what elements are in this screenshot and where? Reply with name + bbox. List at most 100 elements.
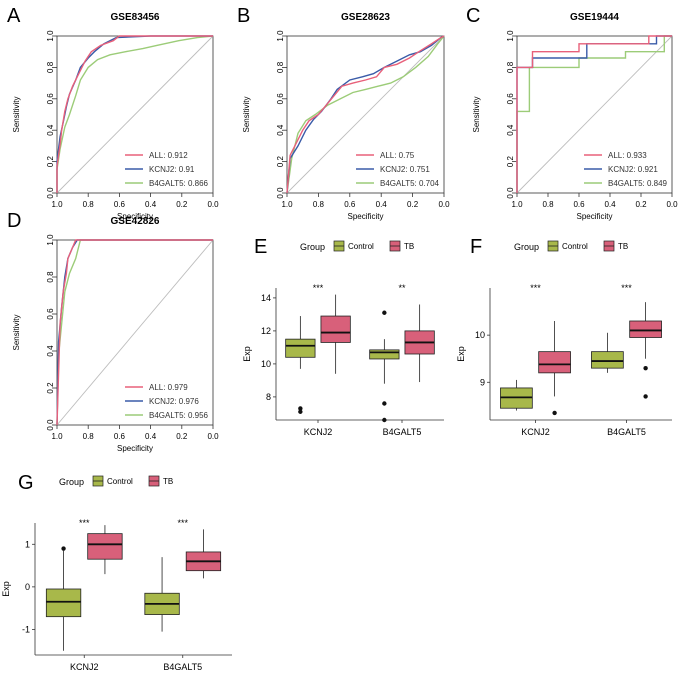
x-tick-label: 0.6 [344,200,356,209]
outlier-kcnj2-control [61,546,66,551]
x-tick-label: KCNJ2 [304,427,333,437]
y-tick-label: 12 [261,326,271,336]
x-tick-label: 1.0 [51,200,63,209]
y-tick-label: 10 [261,359,271,369]
legend-label-control: Control [107,477,133,486]
y-tick-label: 0.4 [276,124,285,136]
y-tick-label: 1.0 [506,30,515,42]
outlier-b4galt5-control [382,401,387,406]
y-axis-label: Exp [242,346,252,362]
panel-letter: G [18,472,34,494]
legend-label-all: ALL: 0.912 [149,151,188,160]
box-kcnj2-control [45,588,82,618]
outlier-kcnj2-control [298,409,303,414]
y-tick-label: 0.0 [46,187,55,199]
y-axis-label: Sensitivity [12,314,21,350]
outlier-b4galt5-control [382,310,387,315]
outlier-kcnj2-control [298,406,303,411]
y-tick-label: 1.0 [46,234,55,246]
outlier-b4galt5-control [382,417,387,423]
chart-title: GSE19444 [570,12,619,23]
reference-diagonal [56,239,214,426]
legend-label-kcnj2: KCNJ2: 0.751 [380,165,430,174]
x-tick-label: 0.2 [176,200,188,209]
legend-label-control: Control [348,242,374,251]
x-tick-label: 1.0 [51,432,63,441]
legend-label-tb: TB [618,242,628,251]
x-tick-label: 0.2 [407,200,419,209]
y-tick-label: 0.6 [46,308,55,320]
x-tick-label: B4GALT5 [607,427,646,437]
legend-label-b4galt5: B4GALT5: 0.866 [149,179,209,188]
y-axis-label: Exp [1,581,11,597]
y-tick-label: 1 [25,539,30,549]
y-tick-label: 0.6 [46,93,55,105]
y-tick-label: 14 [261,293,271,303]
y-tick-label: 0.2 [46,382,55,394]
x-tick-label: KCNJ2 [70,662,99,672]
outlier-kcnj2-tb [552,410,557,416]
y-tick-label: 0.2 [276,155,285,167]
y-axis-label: Exp [456,346,466,362]
x-tick-label: 0.0 [666,200,678,209]
x-axis-label: Specificity [117,444,153,453]
roc-curve-kcnj2 [286,35,445,194]
y-tick-label: 0.6 [506,93,515,105]
box-b4galt5-tb [629,320,662,338]
x-axis-label: Specificity [347,212,383,221]
legend-label-all: ALL: 0.933 [608,151,647,160]
y-tick-label: 0.0 [506,187,515,199]
box-b4galt5-control [369,349,400,360]
y-tick-label: 0.8 [506,61,515,73]
box-kcnj2-tb [320,315,351,343]
x-tick-label: 1.0 [281,200,293,209]
y-tick-label: 0.0 [46,419,55,431]
x-tick-label: 0.8 [83,200,95,209]
y-tick-label: 0.6 [276,93,285,105]
chart-title: GSE28623 [341,12,390,23]
x-tick-label: 0.8 [83,432,95,441]
legend-label-kcnj2: KCNJ2: 0.976 [149,397,199,406]
panel-letter: D [7,210,21,232]
legend-label-kcnj2: KCNJ2: 0.91 [149,165,195,174]
x-tick-label: 0.4 [145,432,157,441]
x-tick-label: KCNJ2 [521,427,550,437]
legend-label-control: Control [562,242,588,251]
x-tick-label: 0.0 [438,200,450,209]
box-kcnj2-tb [538,351,571,374]
reference-diagonal [56,35,214,194]
x-tick-label: 0.4 [604,200,616,209]
y-tick-label: 1.0 [276,30,285,42]
panel-letter: E [254,236,267,258]
legend-label-tb: TB [404,242,414,251]
roc-curve-b4galt5 [56,35,214,193]
roc-curve-all [56,35,213,193]
x-tick-label: B4GALT5 [163,662,202,672]
y-tick-label: 9 [480,377,485,387]
y-tick-label: 10 [475,330,485,340]
x-axis-label: Specificity [117,212,153,221]
y-tick-label: 0.8 [276,61,285,73]
legend-label-b4galt5: B4GALT5: 0.956 [149,411,209,420]
x-tick-label: 0.4 [145,200,157,209]
significance-label: *** [313,283,324,293]
plot-frame [286,35,445,194]
legend-label-tb: TB [163,477,173,486]
x-tick-label: 1.0 [511,200,523,209]
y-axis-label: Sensitivity [12,96,21,132]
y-tick-label: 0 [25,582,30,592]
legend-title: Group [300,242,325,252]
x-tick-label: 0.0 [207,200,219,209]
legend-title: Group [59,477,84,487]
y-tick-label: 0.8 [46,61,55,73]
x-tick-label: 0.8 [313,200,325,209]
x-tick-label: 0.8 [542,200,554,209]
x-tick-label: 0.2 [176,432,188,441]
y-axis-label: Sensitivity [242,96,251,132]
outlier-b4galt5-tb [643,394,648,399]
panel-letter: F [470,236,482,258]
box-b4galt5-control [591,351,624,369]
x-tick-label: 0.6 [573,200,585,209]
legend-title: Group [514,242,539,252]
